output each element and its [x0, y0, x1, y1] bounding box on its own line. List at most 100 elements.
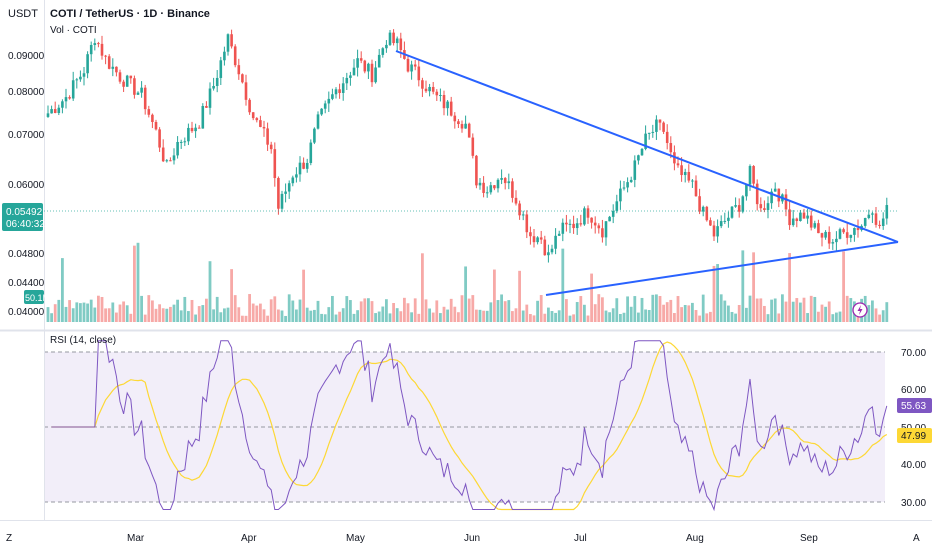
- candle-body: [446, 101, 449, 109]
- volume-bar: [194, 314, 197, 322]
- volume-bar: [356, 310, 359, 322]
- rsi-ma-text: 47.99: [901, 431, 926, 442]
- candle-body: [529, 232, 532, 237]
- candle-body: [853, 228, 856, 235]
- volume-bar: [46, 307, 50, 322]
- ascending-trendline[interactable]: [545, 241, 899, 296]
- volume-bar: [295, 309, 298, 322]
- volume-bar: [662, 304, 665, 322]
- current-price-value: 0.05492: [6, 207, 43, 218]
- volume-bar: [791, 301, 795, 322]
- volume-bar: [737, 305, 741, 322]
- volume-bar: [363, 298, 367, 322]
- candle-body: [802, 212, 806, 219]
- candle-body: [647, 132, 651, 134]
- volume-bar: [388, 313, 392, 322]
- volume-bar: [453, 306, 457, 322]
- volume-bar: [856, 315, 860, 322]
- time-axis-right-button[interactable]: A: [913, 533, 920, 544]
- volume-bar: [691, 302, 694, 322]
- volume-bar: [374, 313, 377, 322]
- volume-bar: [392, 302, 395, 322]
- volume-bar: [262, 309, 266, 322]
- month-label: Apr: [241, 533, 257, 544]
- volume-bar: [561, 248, 565, 322]
- volume-bar: [709, 311, 712, 322]
- candle-body: [845, 232, 849, 238]
- volume-bar: [417, 313, 421, 322]
- volume-bar: [431, 312, 435, 322]
- candle-body: [543, 239, 547, 256]
- candle-body: [784, 194, 788, 210]
- candle-body: [550, 248, 554, 253]
- volume-bar: [694, 310, 698, 322]
- candle-body: [698, 196, 701, 212]
- volume-bar: [467, 298, 471, 322]
- volume-bar: [226, 307, 230, 322]
- candle-body: [71, 80, 75, 99]
- candle-body: [359, 58, 363, 61]
- volume-bar: [637, 312, 640, 322]
- volume-bar: [716, 264, 719, 322]
- candle-body: [619, 188, 622, 202]
- candle-body: [50, 109, 53, 114]
- volume-bar: [532, 315, 536, 322]
- volume-bar: [871, 300, 874, 322]
- candle-body: [442, 95, 446, 109]
- currency-label: USDT: [8, 8, 38, 20]
- candle-body: [287, 183, 291, 192]
- volume-bar: [665, 302, 669, 322]
- volume-bar: [89, 299, 93, 322]
- time-axis-left-button[interactable]: Z: [6, 533, 12, 544]
- candle-body: [356, 58, 359, 68]
- volume-bar: [622, 312, 626, 322]
- volume-bar: [781, 294, 784, 322]
- symbol-title[interactable]: COTI / TetherUS · 1D · Binance: [50, 8, 210, 20]
- volume-bar: [277, 309, 280, 322]
- volume-bar: [651, 294, 655, 322]
- lightning-icon-glyph: [857, 305, 863, 315]
- month-label: Mar: [127, 533, 145, 544]
- volume-bar: [568, 315, 572, 322]
- volume-bar: [273, 296, 277, 322]
- candle-body: [856, 228, 860, 231]
- volume-bar: [478, 309, 482, 322]
- volume-bar: [331, 295, 334, 322]
- volume-bar: [50, 313, 53, 322]
- rsi-value-badge: [897, 398, 932, 413]
- candle-body: [820, 233, 824, 238]
- candle-body: [453, 115, 457, 122]
- volume-bar: [845, 295, 849, 322]
- candle-body: [327, 98, 331, 104]
- candle-body: [741, 196, 745, 212]
- volume-bar: [730, 311, 734, 322]
- candle-body: [298, 162, 302, 175]
- candle-body: [122, 81, 125, 87]
- volume-badge: [24, 290, 44, 304]
- candle-body: [871, 213, 874, 215]
- candle-body: [809, 215, 813, 228]
- candle-body: [273, 149, 277, 179]
- candle-body: [561, 222, 565, 234]
- volume-legend: Vol · COTI: [50, 25, 97, 36]
- candle-body: [449, 101, 453, 116]
- candle-body: [338, 89, 341, 93]
- candle-body: [568, 223, 572, 225]
- candle-body: [842, 229, 845, 233]
- descending-trendline[interactable]: [395, 50, 899, 243]
- candle-body: [194, 127, 197, 132]
- candle-body: [435, 91, 439, 96]
- volume-bar: [763, 305, 766, 322]
- candle-body: [237, 65, 241, 75]
- price-tick: 0.07000: [8, 130, 45, 141]
- candle-body: [806, 215, 809, 219]
- candle-body: [345, 77, 349, 84]
- current-price-badge: [2, 203, 43, 231]
- volume-bar: [766, 314, 770, 322]
- volume-bar: [345, 296, 349, 322]
- candle-body: [849, 234, 853, 238]
- candle-body: [478, 182, 482, 186]
- candle-body: [352, 67, 356, 76]
- month-label: Jun: [464, 533, 480, 544]
